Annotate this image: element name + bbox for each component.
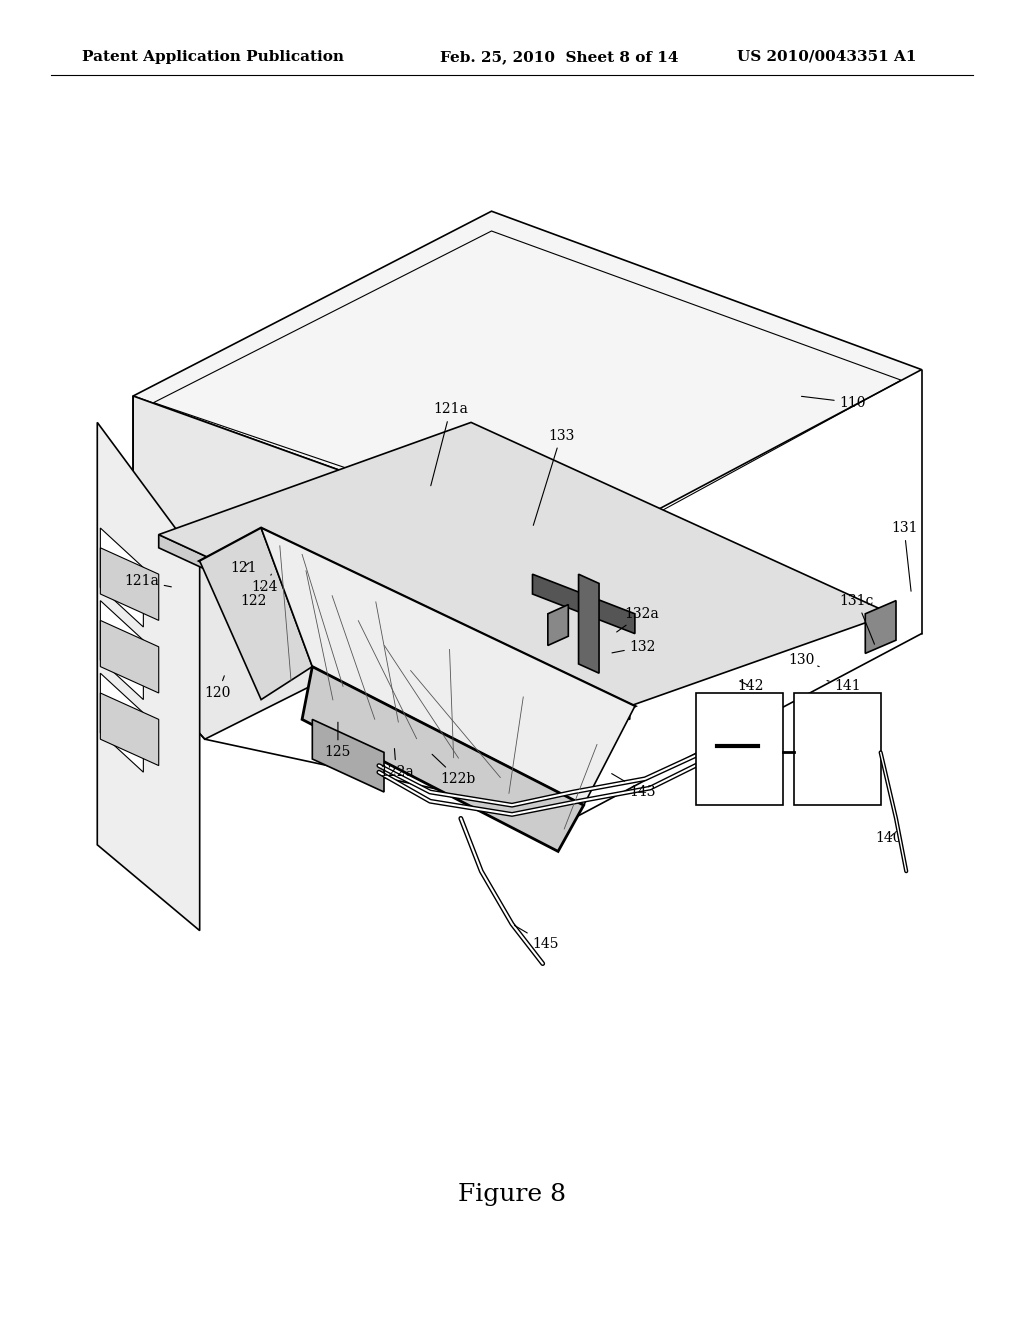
Polygon shape	[261, 561, 292, 607]
Polygon shape	[261, 528, 635, 805]
Polygon shape	[133, 211, 922, 554]
Polygon shape	[865, 601, 896, 653]
Polygon shape	[100, 620, 159, 693]
Text: 124: 124	[251, 574, 278, 594]
Text: 130: 130	[788, 653, 819, 667]
Polygon shape	[100, 673, 143, 772]
Polygon shape	[200, 528, 312, 700]
Text: 132: 132	[612, 640, 656, 653]
FancyBboxPatch shape	[794, 693, 881, 805]
Polygon shape	[200, 528, 635, 739]
Text: 125: 125	[325, 722, 351, 759]
Polygon shape	[133, 396, 573, 739]
Polygon shape	[271, 561, 302, 614]
Text: 122b: 122b	[432, 754, 475, 785]
Polygon shape	[97, 422, 200, 931]
Text: 141: 141	[827, 680, 861, 693]
Text: 122: 122	[241, 587, 267, 607]
Text: Figure 8: Figure 8	[458, 1183, 566, 1206]
Text: 122a: 122a	[379, 748, 414, 779]
Text: 145: 145	[514, 925, 559, 950]
Text: 140: 140	[876, 832, 902, 845]
Polygon shape	[159, 535, 573, 739]
Text: 132a: 132a	[616, 607, 659, 632]
Polygon shape	[532, 574, 635, 634]
Polygon shape	[100, 693, 159, 766]
Text: 121a: 121a	[431, 403, 468, 486]
Polygon shape	[100, 601, 143, 700]
Text: 121: 121	[230, 561, 257, 574]
Text: 143: 143	[611, 774, 656, 799]
Polygon shape	[548, 605, 568, 645]
Text: US 2010/0043351 A1: US 2010/0043351 A1	[737, 50, 916, 63]
Polygon shape	[159, 422, 891, 726]
FancyBboxPatch shape	[696, 693, 783, 805]
Text: Patent Application Publication: Patent Application Publication	[82, 50, 344, 63]
Text: 133: 133	[534, 429, 574, 525]
Polygon shape	[548, 673, 630, 719]
Text: Feb. 25, 2010  Sheet 8 of 14: Feb. 25, 2010 Sheet 8 of 14	[440, 50, 679, 63]
Polygon shape	[312, 719, 384, 792]
Text: 121a: 121a	[124, 574, 171, 587]
Text: 120: 120	[205, 676, 231, 700]
Polygon shape	[100, 528, 143, 627]
Polygon shape	[302, 667, 584, 851]
Text: 131c: 131c	[840, 594, 874, 644]
Text: 142: 142	[737, 680, 764, 693]
Text: 110: 110	[802, 396, 866, 409]
Text: 131: 131	[891, 521, 918, 591]
Polygon shape	[100, 548, 159, 620]
Polygon shape	[579, 574, 599, 673]
